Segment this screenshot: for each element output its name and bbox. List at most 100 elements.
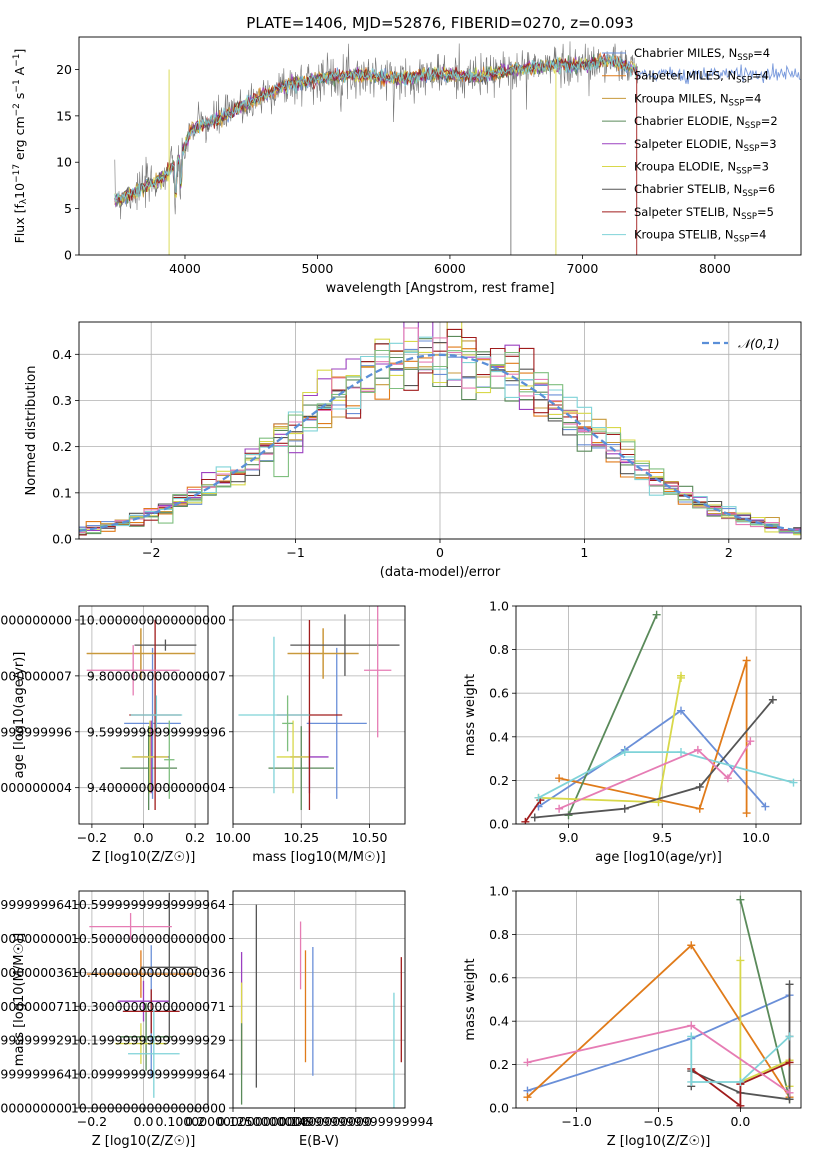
weight-marker — [736, 956, 745, 965]
legend-label-sub: SSP — [737, 53, 753, 63]
weight-marker — [523, 1058, 532, 1067]
x-tick-label: 0.149999999999999994 — [278, 1114, 433, 1129]
weight-line — [524, 799, 542, 823]
legend-label-part: =4 — [753, 46, 770, 60]
legend-label-sub: SSP — [734, 235, 750, 245]
x-tick-label: −2 — [142, 545, 160, 560]
y-tick-label: 10.59999999999999964 — [71, 897, 226, 912]
weight-marker — [695, 782, 704, 791]
weight-line — [538, 675, 682, 804]
x-tick-label: 0.0 — [730, 1114, 750, 1129]
y-label-part: A — [12, 66, 27, 79]
x-axis-label: Z [log10(Z/Z☉)] — [92, 1134, 196, 1149]
weight-line — [538, 751, 794, 799]
y-tick-label: 10.0000000000000000 — [0, 612, 72, 627]
y-tick-label: 0.0 — [489, 1101, 509, 1116]
weight-marker — [687, 1077, 696, 1086]
weight-marker — [785, 1088, 794, 1097]
y-tick-label: 10.09999999999999964 — [71, 1067, 226, 1082]
legend-label: Kroupa MILES, NSSP=4 — [634, 91, 761, 108]
y-tick-label: 0.4 — [52, 347, 72, 362]
y-label-part: erg cm — [12, 116, 27, 164]
x-tick-label: −0.2 — [77, 1114, 107, 1129]
weight-marker — [677, 673, 685, 682]
legend-label: Chabrier STELIB, NSSP=6 — [634, 182, 775, 199]
y-tick-label: 9.8000000000000007 — [87, 668, 226, 683]
y-tick-label: 1.0 — [489, 884, 509, 899]
legend-label-part: Kroupa STELIB, N — [634, 228, 734, 242]
y-tick-label: 9.5999999999999996 — [87, 724, 226, 739]
x-axis-label: Z [log10(Z/Z☉)] — [607, 1134, 711, 1149]
legend-label-part: =4 — [749, 228, 766, 242]
y-label-part: ] — [12, 49, 27, 54]
axes-frame — [515, 890, 802, 1109]
legend-label: 𝒩(0,1) — [738, 336, 780, 351]
residuals-panel: −2 −1 0 1 2 0.0 0.1 0.2 0.3 0.4 (data-model)/error… — [24, 321, 802, 580]
x-tick-label: 10.50 — [352, 830, 388, 845]
weight-marker — [534, 793, 543, 802]
x-tick-label: −1 — [286, 545, 304, 560]
y-tick-label: 0 — [64, 248, 72, 263]
residual-histogram — [79, 335, 801, 535]
x-tick-label: −0.5 — [643, 1114, 673, 1129]
weight-marker — [687, 1032, 696, 1041]
legend-label-part: =2 — [761, 114, 778, 128]
weight-marker — [785, 980, 794, 989]
weight-line — [690, 1061, 790, 1108]
weight-line — [534, 699, 774, 819]
x-axis-label: mass [log10(M/M☉)] — [252, 850, 385, 865]
legend-label-part: Chabrier ELODIE, N — [634, 114, 745, 128]
weight-vs-Z-panel: −1.0 −0.5 0.0 0.0 0.2 0.4 0.6 0.8 1.0 Z [log10(Z/… — [463, 884, 802, 1149]
model-spectrum-line — [114, 54, 638, 203]
y-tick-label: 15 — [56, 108, 72, 123]
axes-frame — [78, 36, 802, 256]
y-axis-label: mass [log10(M/M☉)] — [12, 933, 27, 1066]
axes-frame — [232, 890, 406, 1109]
x-tick-label: 0.100000000000000006 — [155, 1114, 310, 1129]
plot-area — [114, 41, 801, 255]
y-tick-label: 0.3 — [52, 393, 72, 408]
legend-label: Salpeter MILES, NSSP=4 — [634, 69, 769, 86]
axes-frame — [515, 605, 802, 825]
legend-label-part: Salpeter STELIB, N — [634, 205, 741, 219]
y-tick-label: 10.0000000000000000 — [79, 612, 226, 627]
y-tick-label: 0.1 — [52, 485, 72, 500]
legend-label: Kroupa STELIB, NSSP=4 — [634, 228, 766, 245]
age-vs-Z-panel: −0.2 0.0 0.2 9.4000000000000004 9.5999999999… — [0, 605, 209, 865]
age-vs-mass-panel: 10.00 10.25 10.50 9.4000000000000004 9.59999… — [79, 605, 406, 865]
y-axis-label: Flux [fλ10−17 erg cm−2 s−1 A−1]Flux [f_λ… — [12, 49, 29, 244]
x-axis-label: (data-model)/error — [380, 565, 501, 580]
y-tick-label: 0.4 — [489, 1014, 509, 1029]
residual-histogram — [79, 328, 801, 536]
legend-label: Chabrier ELODIE, NSSP=2 — [634, 114, 778, 131]
plot-area — [86, 892, 198, 1098]
x-tick-label: 2 — [725, 545, 733, 560]
y-tick-label: 10.19999999999999929 — [71, 1033, 226, 1048]
legend-label-part: =4 — [752, 69, 769, 83]
x-tick-label: 6000 — [434, 261, 466, 276]
y-tick-label: 0.2 — [52, 439, 72, 454]
x-tick-label: 0.0 — [134, 1114, 154, 1129]
y-tick-label: 10.50000000000000000 — [0, 931, 72, 946]
y-tick-label: 0.6 — [489, 686, 509, 701]
x-tick-label: 10.00 — [215, 830, 251, 845]
x-axis-label: Z [log10(Z/Z☉)] — [92, 850, 196, 865]
legend-label: Salpeter ELODIE, NSSP=3 — [634, 137, 777, 154]
x-tick-label: 0.2 — [185, 830, 205, 845]
weight-line — [538, 709, 767, 808]
x-tick-label: −1.0 — [561, 1114, 591, 1129]
normal-curve — [79, 353, 801, 533]
weight-marker — [620, 804, 629, 813]
weight-marker — [789, 778, 798, 787]
plot-area — [523, 895, 794, 1108]
y-tick-label: 9.4000000000000004 — [0, 780, 72, 795]
y-tick-label: 10.30000000000000071 — [71, 999, 226, 1014]
x-tick-label: 0.2 — [185, 1114, 205, 1129]
y-tick-label: 10 — [56, 155, 72, 170]
legend-label: Chabrier MILES, NSSP=4 — [634, 46, 770, 63]
weight-marker — [746, 737, 755, 746]
y-tick-label: 5 — [64, 201, 72, 216]
y-tick-label: 10.59999999999999964 — [0, 897, 72, 912]
legend-label-sub: SSP — [745, 121, 761, 131]
